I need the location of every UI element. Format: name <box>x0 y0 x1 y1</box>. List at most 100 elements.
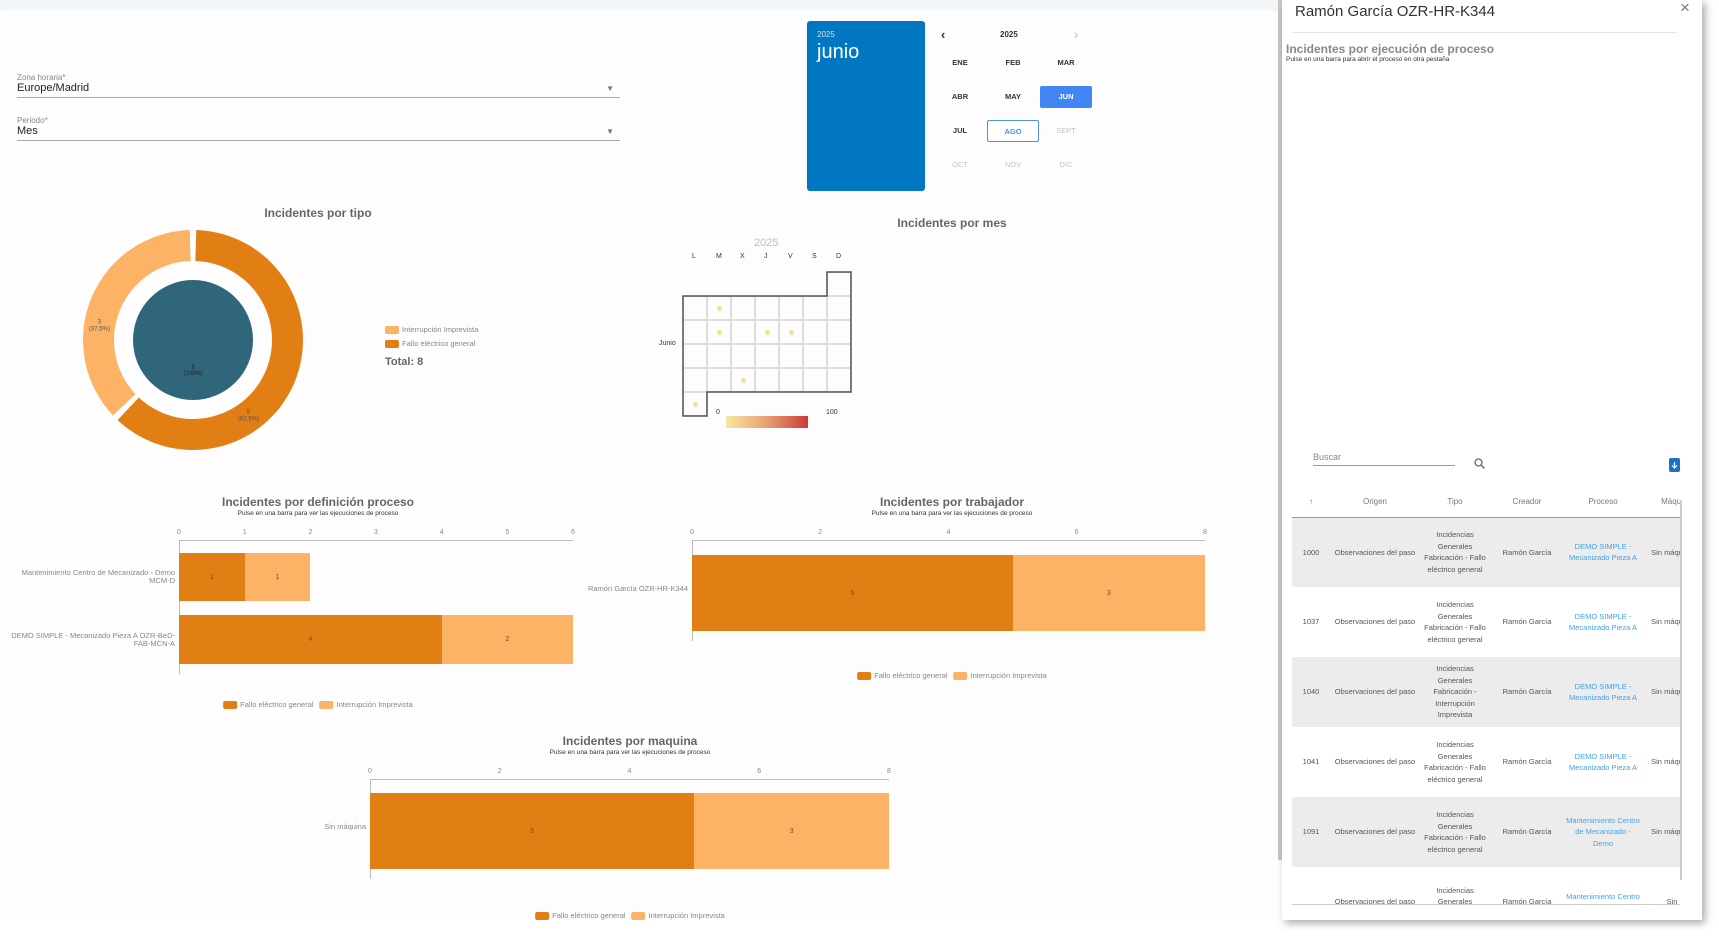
incidents-table-container[interactable]: ↑OrigenTipoCreadorProcesoMáqui1000Observ… <box>1292 487 1680 905</box>
trabajador-subtitle: Pulse en una barra para ver las ejecucio… <box>871 510 1033 517</box>
heatmap-day-cell[interactable] <box>779 320 803 344</box>
table-scrollbar[interactable] <box>1680 500 1682 880</box>
legend-swatch <box>319 701 334 710</box>
pie-slice-interrupcion[interactable] <box>83 230 191 416</box>
proceso-link[interactable]: Mantenimiento Centro de Mecanizado - Dem… <box>1564 797 1642 867</box>
column-header[interactable]: Máqui <box>1642 487 1680 518</box>
bar-fallo[interactable]: 5 <box>692 555 1013 631</box>
weekday-label: M <box>716 253 722 260</box>
heatmap-day-cell[interactable] <box>755 320 779 344</box>
legend-swatch <box>953 672 968 681</box>
tipo-cell: Incidencias Generales Fabricación <box>1436 885 1474 905</box>
y-category-label: DEMO SIMPLE - Mecanizado Pieza A OZR-BeD… <box>11 630 175 648</box>
month-picker: ‹ 2025 › ENE FEB MAR ABR MAY JUN JUL AGO SEPT OCT… <box>925 21 1105 191</box>
legend-item-interrupcion[interactable]: Interrupción Imprevista <box>631 911 725 921</box>
proceso-link[interactable]: DEMO SIMPLE - Mecanizado Pieza A <box>1564 657 1642 727</box>
column-header[interactable]: Proceso <box>1564 487 1642 518</box>
heatmap-day-cell[interactable] <box>803 344 827 368</box>
heatmap-day-cell[interactable] <box>755 344 779 368</box>
id-cell: 1041 <box>1302 757 1320 767</box>
proceso-link[interactable]: DEMO SIMPLE - Mecanizado Pieza A <box>1569 611 1637 633</box>
month-button-feb[interactable]: FEB <box>1005 58 1021 67</box>
legend-label: Fallo eléctrico general <box>552 911 626 920</box>
month-button-ene[interactable]: ENE <box>952 58 968 67</box>
table-row[interactable]: 1041 Observaciones del paso Incidencias Ge… <box>1292 727 1680 797</box>
month-button-ago[interactable]: AGO <box>987 120 1039 142</box>
incidents-table: ↑OrigenTipoCreadorProcesoMáqui1000Observ… <box>1292 487 1680 905</box>
table-row[interactable]: 1037 Observaciones del paso Incidencias Ge… <box>1292 587 1680 657</box>
heatmap-day-cell[interactable] <box>731 344 755 368</box>
bar-interrupcion[interactable]: 2 <box>441 615 573 664</box>
legend-item-fallo[interactable]: Fallo eléctrico general <box>535 911 626 921</box>
bar-interrupcion[interactable]: 3 <box>1012 555 1205 631</box>
x-tick-label: 2 <box>818 529 823 536</box>
table-row[interactable]: 1040 Observaciones del paso Incidencias Ge… <box>1292 657 1680 727</box>
scale-max: 100 <box>826 409 838 416</box>
column-header[interactable]: ↑ <box>1292 487 1330 518</box>
chevron-down-icon[interactable]: ▼ <box>606 84 614 93</box>
maquina-cell: Sin máquina <box>1651 757 1680 767</box>
month-button-may[interactable]: MAY <box>1005 92 1021 101</box>
x-tick-label: 0 <box>368 768 372 775</box>
definicion-y-axis <box>179 540 180 674</box>
legend-item-interrupcion[interactable]: Interrupción Imprevista <box>385 325 478 335</box>
id-cell: 1000 <box>1292 517 1330 587</box>
heatmap-day-cell[interactable] <box>731 320 755 344</box>
export-file-icon[interactable] <box>1669 458 1680 472</box>
id-cell <box>1292 867 1330 904</box>
heatmap-day-cell[interactable] <box>803 320 827 344</box>
pie-data-label: (37,5%) <box>89 327 110 333</box>
total-label: Total: 8 <box>385 356 424 369</box>
pie-data-label: 5 <box>247 409 251 415</box>
month-button-jul[interactable]: JUL <box>952 126 968 135</box>
search-icon[interactable] <box>1474 456 1485 474</box>
heatmap-day-cell[interactable] <box>707 320 731 344</box>
heatmap-day-cell[interactable] <box>779 344 803 368</box>
pie-center-total[interactable] <box>133 280 253 400</box>
trabajador-legend: Fallo eléctrico general Interrupción Impr… <box>857 671 1047 681</box>
heatmap-day-cell[interactable] <box>707 344 731 368</box>
x-tick-label: 2 <box>497 768 502 775</box>
legend-swatch <box>857 672 872 681</box>
month-button-mar[interactable]: MAR <box>1057 58 1075 67</box>
creador-cell: Ramón García <box>1490 797 1564 867</box>
column-header[interactable]: Creador <box>1490 487 1564 518</box>
x-tick-label: 4 <box>946 529 951 536</box>
next-year-icon[interactable]: › <box>1074 27 1079 42</box>
legend-item-interrupcion[interactable]: Interrupción Imprevista <box>319 700 413 710</box>
bar-interrupcion[interactable]: 1 <box>244 553 311 601</box>
proceso-link[interactable]: Mantenimiento Centro de <box>1566 891 1640 905</box>
bar-fallo[interactable]: 5 <box>370 793 695 869</box>
bar-fallo[interactable]: 1 <box>179 553 245 601</box>
legend-item-interrupcion[interactable]: Interrupción Imprevista <box>953 671 1047 681</box>
period-select[interactable]: Periodo* Mes ▼ <box>17 116 620 141</box>
timezone-select[interactable]: Zona horaria* Europe/Madrid ▼ <box>17 73 620 98</box>
legend-item-fallo[interactable]: Fallo eléctrico general <box>385 339 478 349</box>
top-strip <box>0 0 1280 12</box>
selected-year[interactable]: 2025 <box>817 30 835 39</box>
maquina-subtitle: Pulse en una barra para ver las ejecucio… <box>549 749 711 756</box>
legend-item-fallo[interactable]: Fallo eléctrico general <box>223 700 314 710</box>
table-row[interactable]: 1000 Observaciones del paso Incidencias Ge… <box>1292 517 1680 587</box>
bar-fallo[interactable]: 4 <box>179 615 442 664</box>
table-row[interactable]: Observaciones del paso Incidencias Genera… <box>1292 867 1680 905</box>
bar-value-label: 5 <box>530 827 535 835</box>
heatmap-year: 2025 <box>754 237 779 249</box>
search-input[interactable]: Buscar <box>1313 452 1455 466</box>
main-scrollbar[interactable] <box>1278 0 1284 860</box>
prev-year-icon[interactable]: ‹ <box>941 27 946 42</box>
chevron-down-icon[interactable]: ▼ <box>606 127 614 136</box>
legend-item-fallo[interactable]: Fallo eléctrico general <box>857 671 948 681</box>
month-button-abr[interactable]: ABR <box>951 92 969 101</box>
table-row[interactable]: 1091 Observaciones del paso Incidencias Ge… <box>1292 797 1680 867</box>
column-header[interactable]: Origen <box>1330 487 1420 518</box>
x-tick-label: 6 <box>1074 529 1079 536</box>
pie-slice-fallo[interactable] <box>117 230 303 450</box>
column-header[interactable]: Tipo <box>1420 487 1490 518</box>
month-button-jun[interactable]: JUN <box>1040 86 1092 108</box>
proceso-link[interactable]: DEMO SIMPLE - Mecanizado Pieza A <box>1569 751 1637 773</box>
proceso-link[interactable]: DEMO SIMPLE - Mecanizado Pieza A <box>1564 517 1642 587</box>
bar-interrupcion[interactable]: 3 <box>694 793 889 869</box>
close-icon[interactable]: × <box>1680 0 1690 17</box>
color-scale-bar[interactable] <box>726 416 808 428</box>
